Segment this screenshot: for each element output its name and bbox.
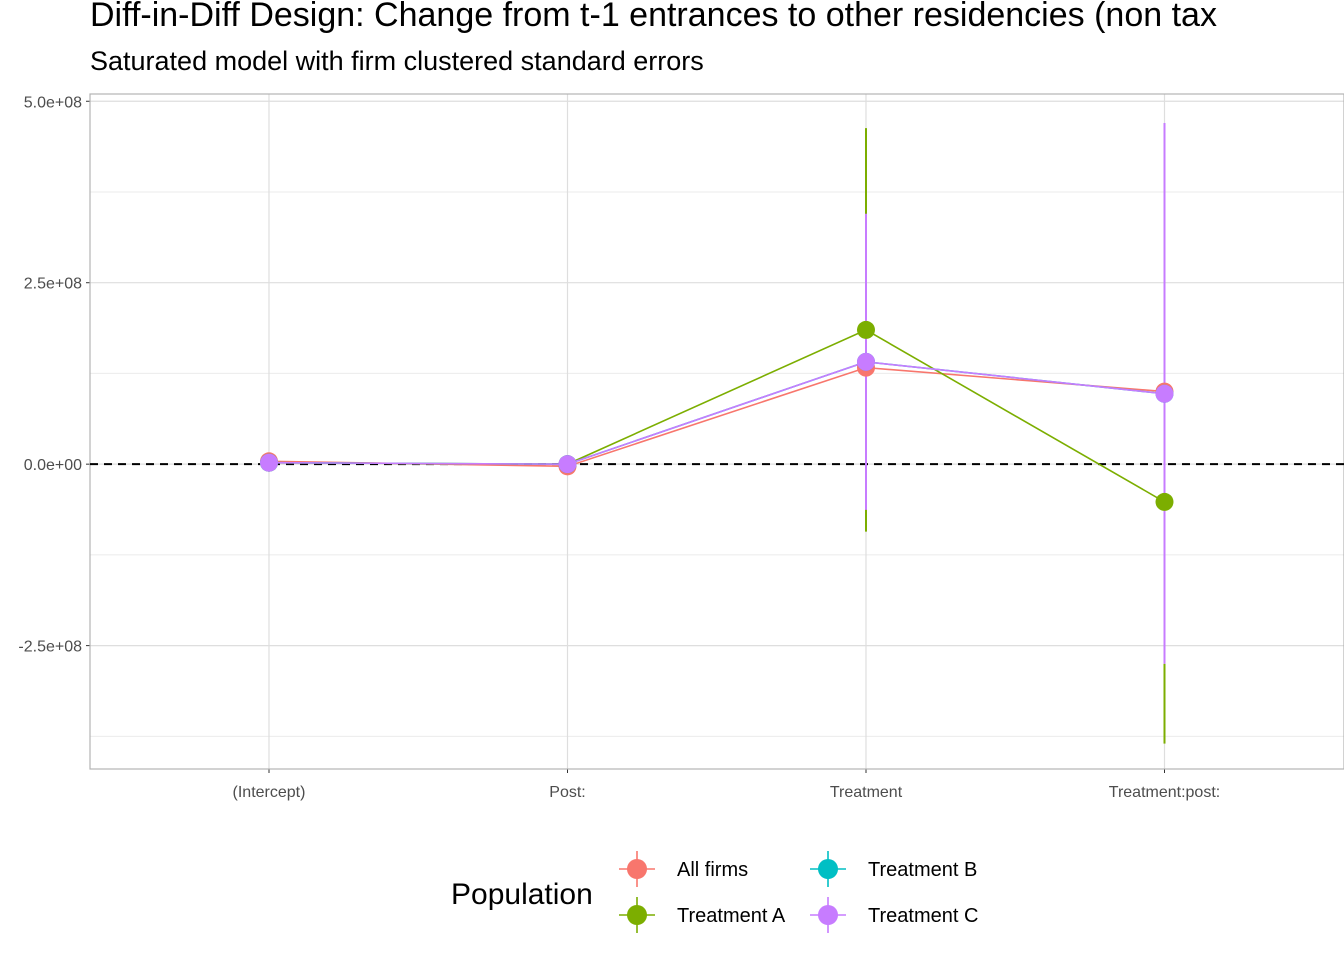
legend-title: Population [451,878,593,911]
y-tick-label: -2.5e+08 [18,639,82,656]
y-tick-label: 2.5e+08 [24,276,82,293]
point-treatment-a [857,320,875,339]
series [90,123,1344,744]
x-tick-label: (Intercept) [233,784,306,801]
grid [90,94,1344,769]
point-treatment-c [260,453,278,472]
point-treatment-c [558,455,577,474]
point-treatment-c [1155,384,1174,403]
series-line-treatment-a [268,328,1165,503]
axes: -2.5e+08 0.0e+00 2.5e+08 5.0e+08 (Intercept)… [18,93,1344,801]
legend-label: Treatment B [868,859,977,881]
point-treatment-c [857,352,875,371]
legend-key-point [627,905,647,925]
panel-border [89,93,1344,770]
y-tick-label: 5.0e+08 [24,94,82,111]
chart-title: Diff-in-Diff Design: Change from t-1 ent… [90,0,1217,34]
legend: Population All firms Treatment A Treatment … [451,851,978,933]
legend-label: Treatment C [868,905,978,927]
legend-label: Treatment A [677,905,786,927]
x-tick-label: Treatment [830,784,903,801]
point-treatment-a [1155,492,1174,511]
legend-label: All firms [677,859,748,881]
chart-subtitle: Saturated model with firm clustered stan… [90,46,704,76]
series-line-all-firms [268,366,1165,468]
y-tick-label: 0.0e+00 [24,457,82,474]
legend-key-point [627,859,647,879]
series-line-treatment-c [268,361,1165,465]
legend-key-point [818,859,838,879]
legend-key-point [818,905,838,925]
x-tick-label: Treatment:post: [1109,784,1220,801]
x-tick-label: Post: [549,784,585,801]
